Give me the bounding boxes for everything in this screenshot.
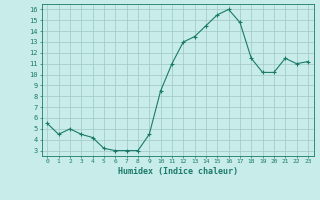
X-axis label: Humidex (Indice chaleur): Humidex (Indice chaleur) [118, 167, 237, 176]
